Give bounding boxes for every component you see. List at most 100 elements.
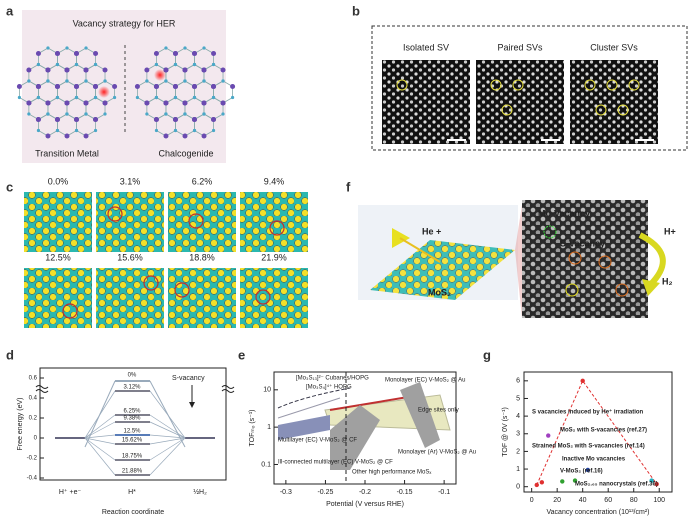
atom — [211, 84, 217, 89]
y-tick-label: 2 — [516, 448, 520, 455]
atom — [93, 84, 99, 89]
y-tick-label: 4 — [516, 413, 520, 420]
atom — [221, 112, 225, 116]
point — [572, 478, 578, 483]
title: Vacancy strategy for HER — [73, 18, 176, 28]
panel-label: a — [6, 3, 14, 18]
x-tick-label: 60 — [604, 497, 612, 504]
image-title: 9.4% — [264, 176, 285, 186]
atom — [192, 128, 197, 133]
atom — [103, 79, 107, 83]
atom — [93, 117, 99, 122]
atom — [46, 112, 50, 116]
y-tick-label: 0.1 — [261, 461, 271, 468]
atom — [54, 51, 60, 56]
atom — [93, 128, 98, 133]
atom — [84, 46, 88, 50]
arrow-head — [642, 279, 660, 296]
atom — [65, 112, 69, 116]
x-tick-label: -0.3 — [280, 489, 292, 496]
atom — [183, 112, 187, 116]
panel-g: g TOF @ 0V (s⁻¹) Vacancy concentration (… — [483, 347, 673, 516]
reaction-arrow — [638, 232, 666, 288]
mo-vacancy-label: Mo-Vacancy — [538, 208, 590, 218]
x-tick-label: -0.15 — [397, 489, 413, 496]
x-tick-label: -0.25 — [317, 489, 333, 496]
atom — [93, 95, 98, 100]
caption: Transition Metal — [35, 148, 99, 158]
point — [649, 478, 654, 483]
beam-label: He + — [422, 226, 441, 236]
point — [560, 479, 565, 484]
atom — [36, 128, 41, 133]
atom — [84, 79, 88, 83]
atom — [164, 112, 168, 116]
connector — [84, 390, 116, 439]
state-label: ½H₂ — [193, 488, 207, 496]
marker — [615, 283, 629, 297]
axis-break — [35, 385, 49, 393]
connector — [84, 421, 116, 439]
atom — [74, 128, 79, 133]
atom — [26, 67, 32, 73]
image-title: Paired SVs — [497, 42, 543, 52]
structure — [168, 192, 236, 252]
atom — [36, 62, 41, 67]
x-tick-label: -0.2 — [359, 489, 371, 496]
y-tick-label: 10 — [263, 387, 271, 394]
trend-line — [536, 379, 658, 486]
vacancy — [188, 213, 204, 229]
annotation: Multilayer (EC) V-MoS₂ @ CF — [278, 438, 357, 444]
y-tick-label: 3 — [516, 431, 520, 438]
atom — [153, 51, 159, 56]
connector — [149, 434, 186, 439]
product-label: H₂ — [662, 276, 673, 286]
point — [546, 433, 551, 438]
mos2-sheet — [370, 240, 515, 300]
x-tick-label: 20 — [553, 497, 561, 504]
atom — [65, 79, 69, 83]
marker — [617, 104, 629, 116]
connector — [149, 437, 186, 461]
atom — [172, 84, 178, 89]
atom — [220, 100, 226, 106]
vacancy — [107, 206, 123, 222]
atom — [26, 100, 32, 106]
atom — [201, 100, 207, 106]
atom — [112, 84, 118, 89]
marker — [595, 104, 607, 116]
y-axis-label: TOFₘₒ (s⁻¹) — [249, 409, 256, 446]
vacancy — [62, 303, 78, 319]
marker — [512, 79, 524, 91]
band — [278, 415, 330, 440]
level-label: 9.38% — [123, 416, 141, 422]
image-title: 0.0% — [48, 176, 69, 186]
level-label: 6.25% — [123, 409, 141, 415]
x-axis-label: Reaction coordinate — [102, 509, 164, 516]
atom — [172, 51, 178, 56]
atom — [183, 46, 187, 50]
atom — [27, 79, 31, 83]
marker — [598, 255, 612, 269]
panel-label: b — [352, 3, 360, 18]
level-label: 0% — [128, 373, 137, 379]
axes — [39, 367, 227, 481]
atom — [35, 51, 41, 56]
panel-label: d — [6, 347, 14, 362]
atom — [182, 133, 188, 139]
atom — [230, 84, 236, 89]
panel-label: e — [238, 347, 245, 362]
legend-label: S-vacancy — [172, 375, 205, 382]
connector — [84, 437, 116, 445]
atom — [74, 62, 79, 67]
state-label: H* — [128, 489, 136, 496]
y-tick-label: 0 — [34, 436, 38, 442]
atom — [93, 62, 98, 67]
structure — [24, 268, 92, 328]
connector — [149, 414, 186, 439]
panel-b: b Isolated SV Paired SVs Cluster SVs — [352, 3, 688, 151]
annotation: [Mo₃S₁₃]²⁻ Cubanes/HOPG — [296, 376, 369, 382]
atom — [211, 62, 216, 67]
marker — [543, 225, 557, 239]
panel-label: c — [6, 179, 13, 194]
